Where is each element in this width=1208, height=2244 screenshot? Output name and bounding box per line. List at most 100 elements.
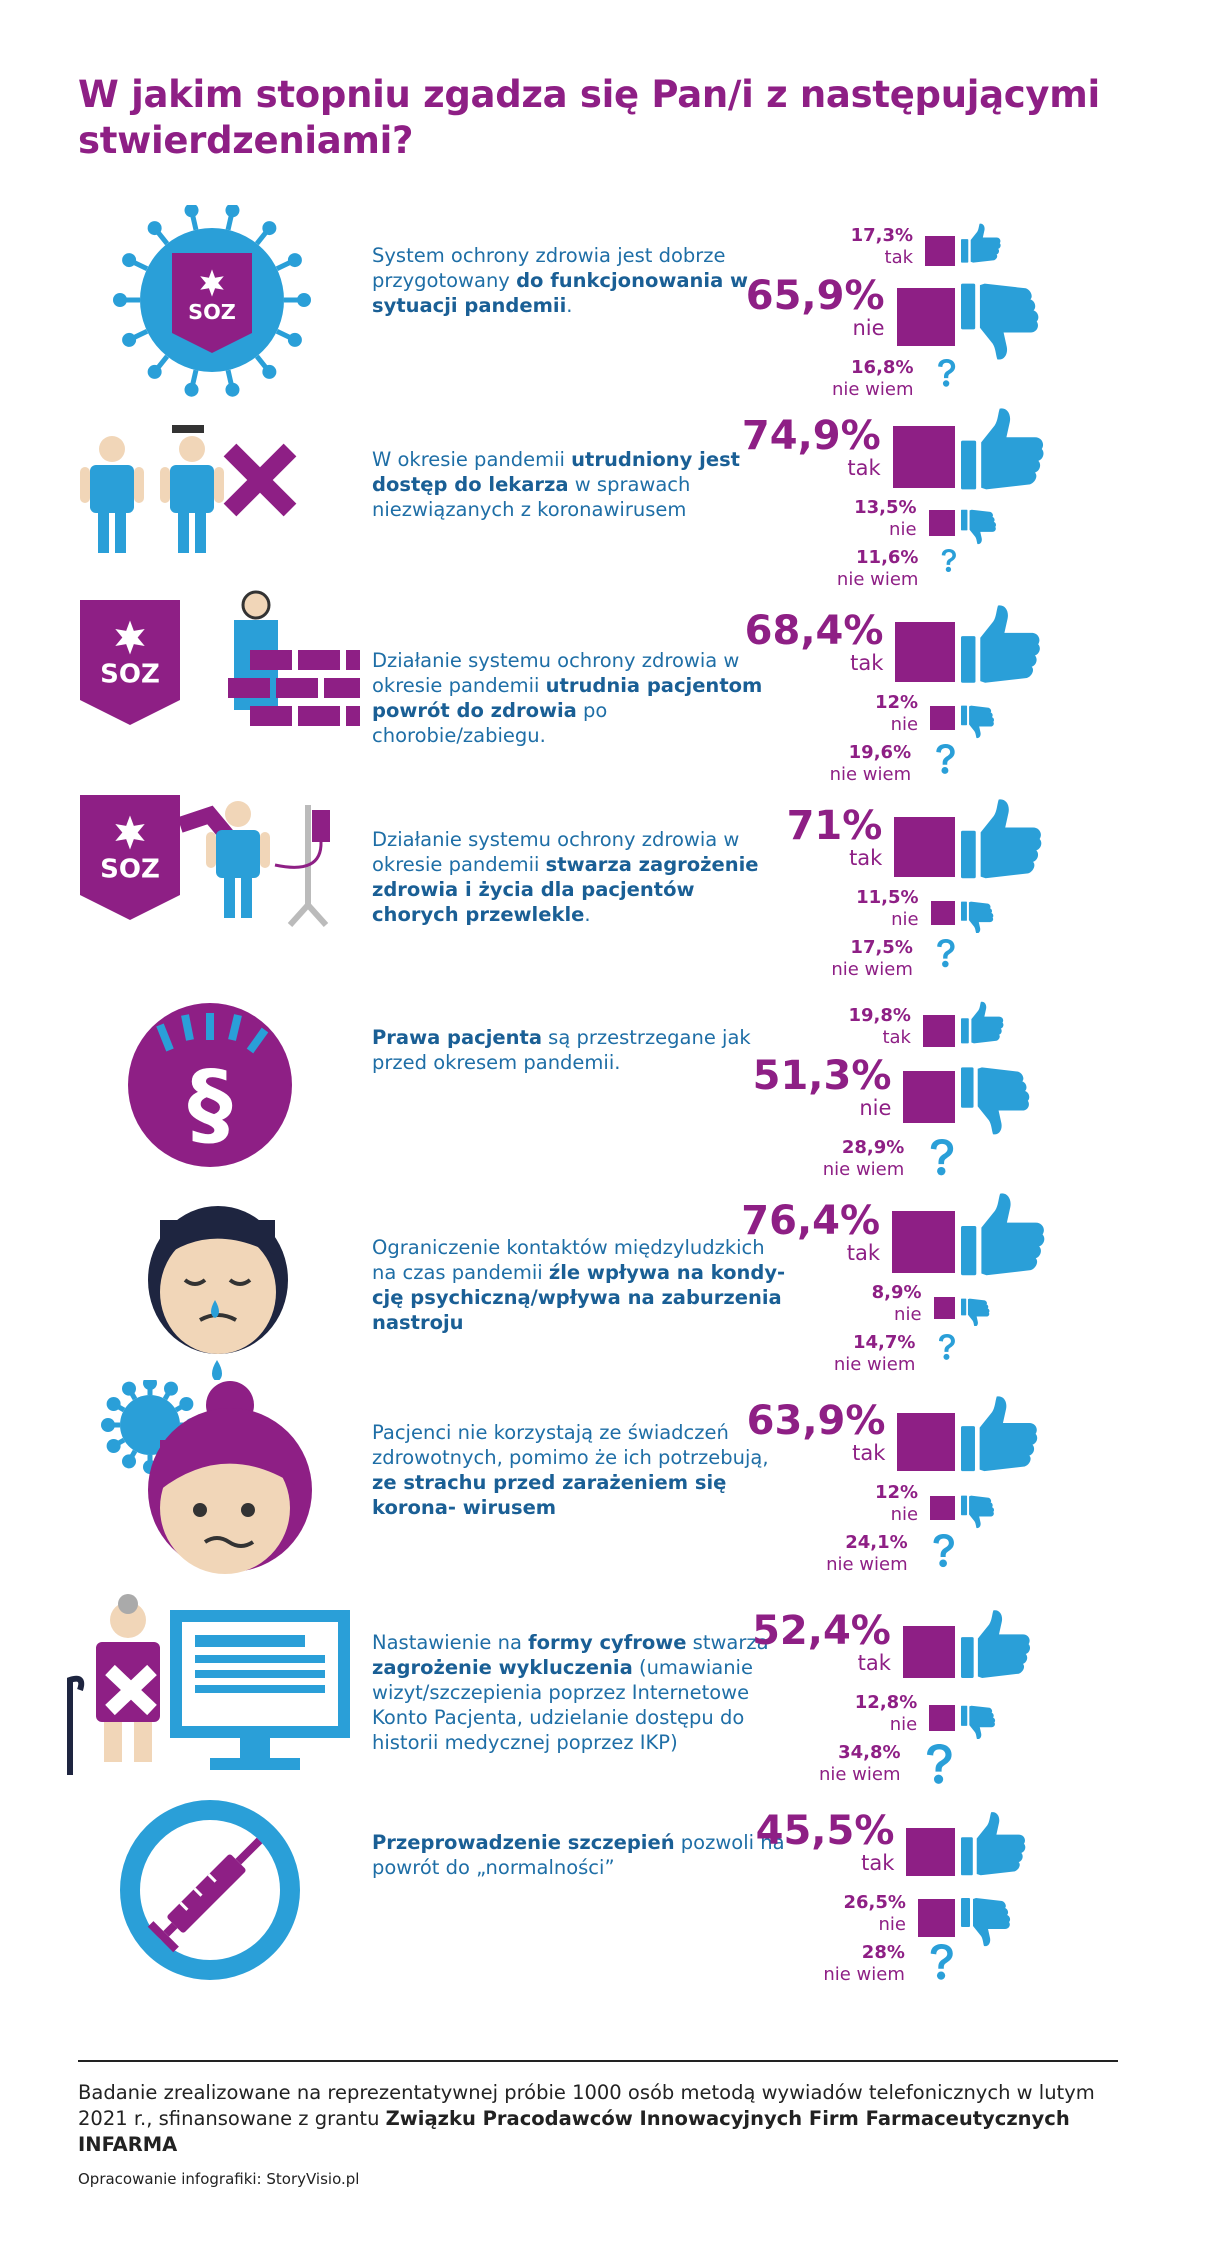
value-label-nie: 26,5% nie <box>656 1892 906 1936</box>
worried-woman-virus-icon <box>60 1376 360 1580</box>
statement-text: Prawa pacjenta są przestrzegane jak prze… <box>372 1025 787 1075</box>
value-label-nie: 12% nie <box>668 1482 918 1526</box>
value-square-nie <box>930 900 955 926</box>
value-category: tak <box>852 1441 886 1465</box>
value-square-nie <box>929 1705 955 1731</box>
value-percent: 12% <box>874 1482 919 1503</box>
statement-emphasis: do funkcjonowania w sytuacji pandemii <box>372 269 749 317</box>
infographic-credit: Opracowanie infografiki: StoryVisio.pl <box>78 2170 360 2188</box>
value-label-tak: 17,3% tak <box>663 225 913 269</box>
value-percent: 28% <box>861 1942 905 1963</box>
value-percent: 16,8% <box>851 357 914 378</box>
value-percent: 68,4% <box>744 608 884 654</box>
thumbs-up-icon <box>961 1192 1046 1277</box>
value-label-nie-wiem: 24,1% nie wiem <box>658 1532 908 1576</box>
statement-emphasis: zagrożenie wykluczenia <box>372 1656 633 1679</box>
value-square-tak <box>925 236 955 266</box>
value-label-tak: 76,4% tak <box>630 1200 880 1264</box>
statement-text: Działanie systemu ochrony zdrowia w okre… <box>372 648 787 748</box>
crying-face-icon <box>60 1180 360 1382</box>
statement-segment: Nastawienie na <box>372 1631 529 1654</box>
value-category: tak <box>850 651 884 675</box>
statement-emphasis: ze strachu przed zarażeniem się korona- … <box>372 1471 727 1519</box>
value-category: tak <box>884 247 914 268</box>
statement-segment: Ograniczenie kontaktów międzyludzkich na… <box>372 1236 765 1284</box>
value-category: nie wiem <box>826 1554 908 1575</box>
value-category: nie wiem <box>836 569 919 590</box>
value-label-nie-wiem: 28% nie wiem <box>655 1942 905 1986</box>
value-category: nie wiem <box>818 1764 901 1785</box>
value-square-tak <box>894 816 955 878</box>
question-mark-icon <box>940 549 958 573</box>
thumbs-down-icon <box>961 509 997 545</box>
statement-segment: System ochrony zdrowia jest dobrze przyg… <box>372 244 726 292</box>
svg-text:SOZ: SOZ <box>188 300 236 324</box>
value-category: tak <box>857 1651 891 1675</box>
statement-segment: pozwoli na powrót do „normalności” <box>372 1831 785 1879</box>
value-label-nie: 12,8% nie <box>667 1692 917 1736</box>
thumbs-down-icon <box>961 1298 990 1327</box>
value-label-nie-wiem: 19,6% nie wiem <box>661 742 912 786</box>
statement-segment: (umawianie wizyt/szczepienia poprzez Int… <box>372 1656 753 1754</box>
statement-emphasis: źle wpływa na kondy- cję psychiczną/wpły… <box>372 1261 786 1334</box>
thumbs-up-icon <box>961 1609 1031 1679</box>
soz-wall-icon: SOZ <box>60 590 436 790</box>
value-percent: 24,1% <box>845 1532 908 1553</box>
page-title: W jakim stopniu zgadza się Pan/i z nastę… <box>78 73 1100 162</box>
thumbs-up-icon <box>961 407 1045 491</box>
statement-segment: Działanie systemu ochrony zdrowia w okre… <box>372 649 740 697</box>
statement-segment: są przestrzegane jak przed okresem pande… <box>372 1026 751 1074</box>
paragraph-rights-icon: § <box>60 985 360 1185</box>
methodology-note: Badanie zrealizowane na reprezentatywnej… <box>78 2080 1138 2158</box>
statement-emphasis: Przeprowadzenie szczepień <box>372 1831 675 1854</box>
value-percent: 28,9% <box>841 1137 905 1158</box>
value-square-tak <box>892 1210 955 1274</box>
value-percent: 51,3% <box>752 1053 892 1099</box>
value-label-nie-wiem: 11,6% nie wiem <box>668 547 919 591</box>
value-label-tak: 68,4% tak <box>633 608 884 675</box>
thumbs-up-icon <box>961 223 1001 263</box>
value-percent: 71% <box>786 803 883 849</box>
thumbs-down-icon <box>961 1705 996 1740</box>
value-square-nie <box>896 287 955 347</box>
question-mark-icon <box>928 1944 956 1981</box>
statement-segment: . <box>566 294 573 317</box>
value-square-nie <box>917 1899 955 1937</box>
value-category: nie <box>889 519 917 540</box>
statement-segment: Pacjenci nie korzystają ze świadczeń zdr… <box>372 1421 769 1469</box>
value-label-nie: 13,5% nie <box>667 497 917 541</box>
svg-text:SOZ: SOZ <box>100 660 160 690</box>
value-label-nie-wiem: 16,8% nie wiem <box>663 357 914 401</box>
statement-text: Przeprowadzenie szczepień pozwoli na pow… <box>372 1830 787 1880</box>
value-category: nie <box>890 714 919 735</box>
statement-segment: po chorobie/zabiegu. <box>372 699 608 747</box>
statement-emphasis: utrudnia pacjentom powrót do zdrowia <box>372 674 763 722</box>
value-percent: 26,5% <box>843 1892 906 1913</box>
statement-text: Pacjenci nie korzystają ze świadczeń zdr… <box>372 1420 787 1520</box>
question-mark-icon <box>936 359 957 388</box>
statement-emphasis: stwarza zagrożenie zdrowia i życia dla p… <box>372 853 759 926</box>
statement-text: Działanie systemu ochrony zdrowia w okre… <box>372 827 787 927</box>
value-percent: 65,9% <box>745 273 885 319</box>
value-square-tak <box>902 1625 955 1679</box>
thumbs-up-icon <box>961 798 1043 880</box>
thumbs-down-icon <box>961 901 994 934</box>
value-square-tak <box>897 1413 955 1471</box>
svg-text:§: § <box>188 1052 233 1157</box>
value-label-tak: 74,9% tak <box>631 415 881 479</box>
value-category: nie <box>852 316 885 340</box>
statement-segment: Działanie systemu ochrony zdrowia w okre… <box>372 828 740 876</box>
statement-emphasis: formy cyfrowe <box>528 1631 687 1654</box>
value-percent: 34,8% <box>838 1742 901 1763</box>
value-percent: 11,5% <box>856 887 919 908</box>
thumbs-down-icon <box>961 705 995 739</box>
thumbs-down-icon <box>961 282 1040 361</box>
value-square-nie <box>930 1495 955 1521</box>
value-square-tak <box>895 622 955 682</box>
value-percent: 17,3% <box>850 225 914 246</box>
value-category: tak <box>849 846 883 870</box>
value-category: nie <box>890 1504 919 1525</box>
value-percent: 19,8% <box>848 1005 911 1026</box>
value-label-nie: 65,9% nie <box>635 275 885 339</box>
value-category: tak <box>846 1241 881 1265</box>
